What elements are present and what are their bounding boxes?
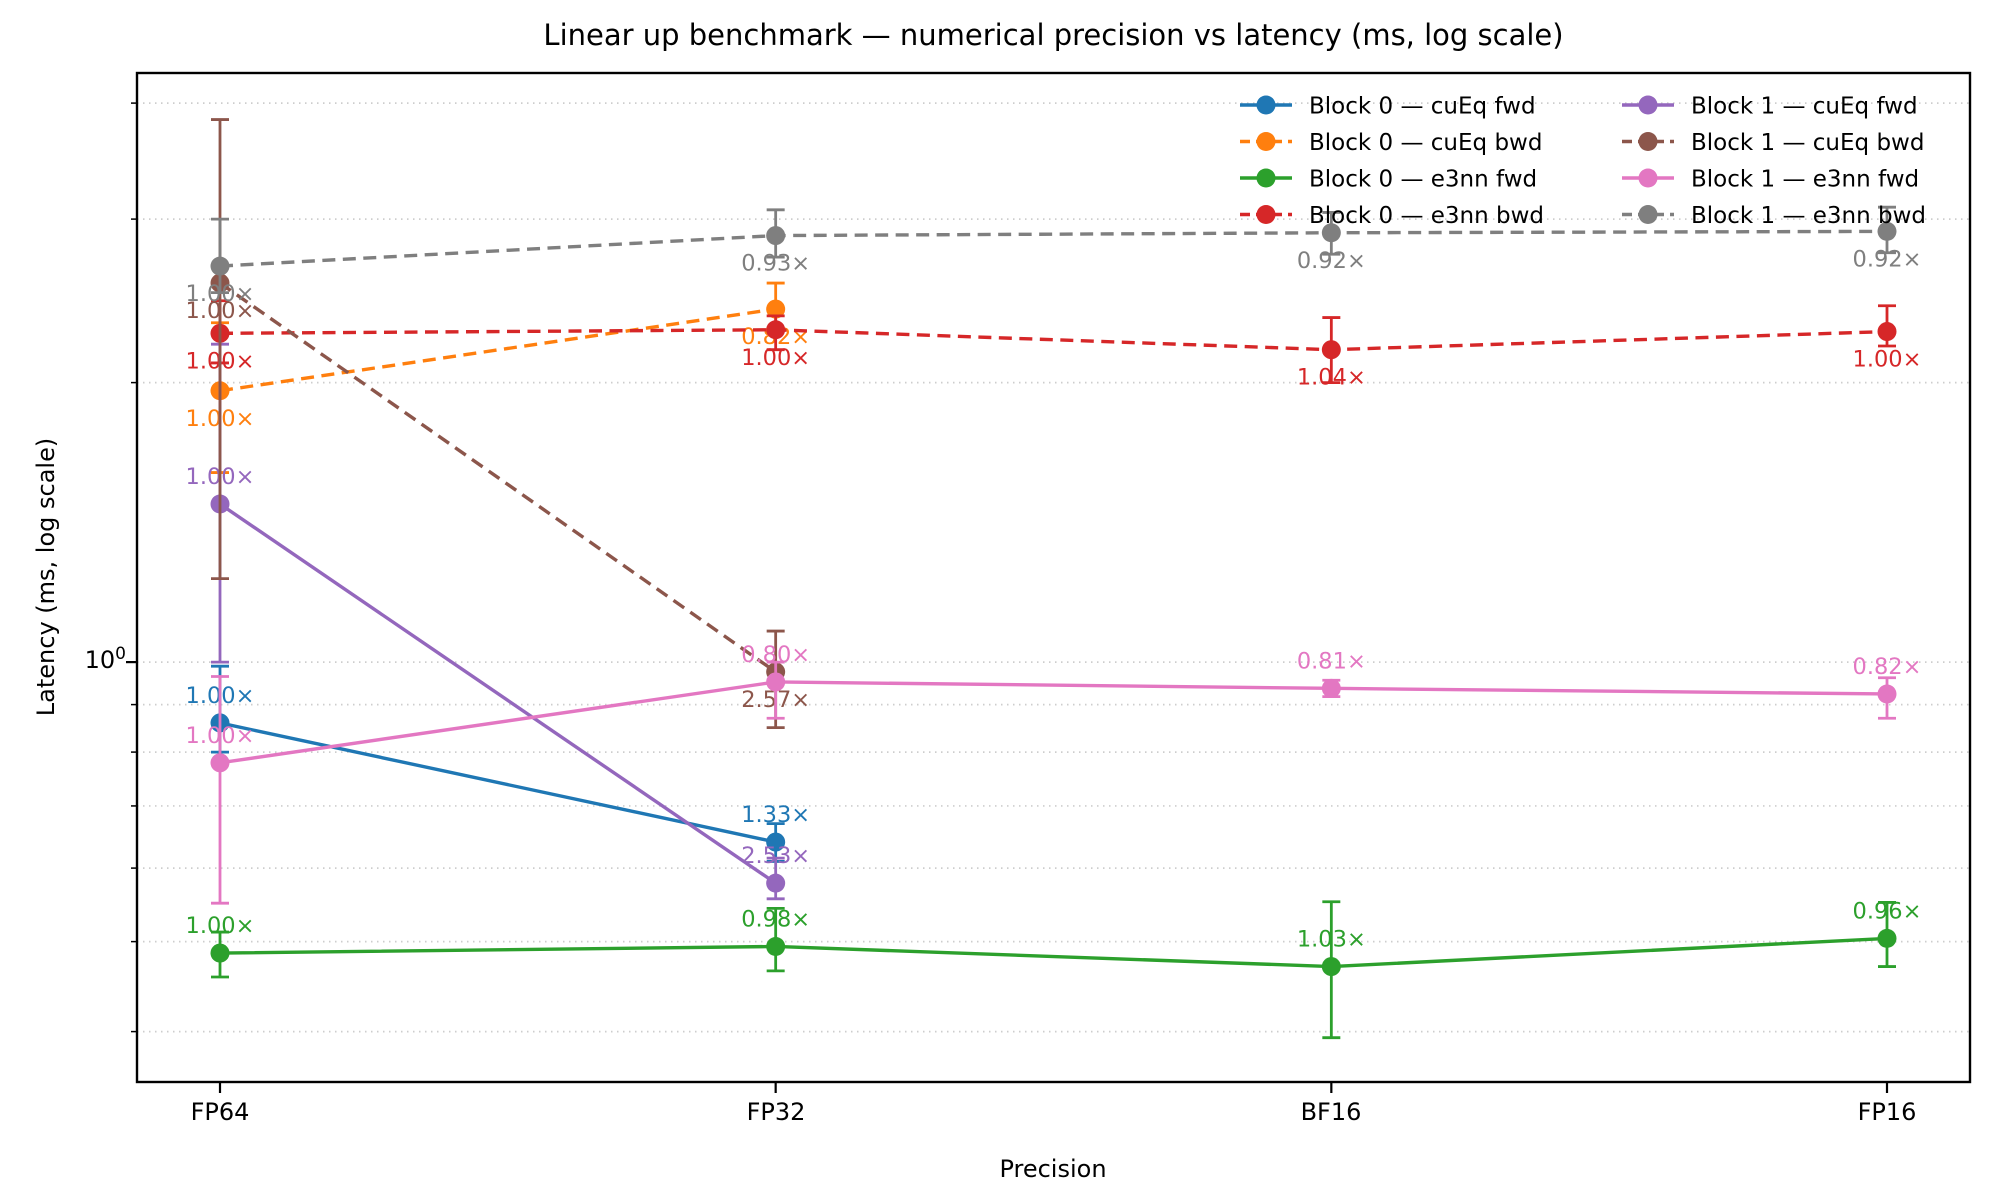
series-line (219, 328, 1888, 352)
series-2: 1.00×0.82× (186, 281, 810, 474)
speedup-label: 1.00× (1853, 347, 1922, 373)
speedup-label: 1.00× (186, 723, 255, 749)
data-point (766, 320, 786, 340)
series-8: 1.00× 0.93× 0.92× 0.92× (186, 205, 1922, 307)
legend-marker (1638, 205, 1658, 224)
speedup-label: 0.93× (741, 251, 810, 277)
legend-item: Block 1 — e3nn bwd (1622, 203, 1926, 229)
x-tick-fp32: FP32 (746, 1098, 806, 1126)
x-tick-fp64: FP64 (190, 1098, 250, 1126)
legend-item: Block 0 — e3nn fwd (1240, 167, 1537, 193)
speedup-label: 0.92× (1853, 246, 1922, 272)
x-axis-label: Precision (999, 1155, 1107, 1183)
speedup-label: 0.92× (1297, 248, 1366, 274)
gridlines (137, 102, 1970, 1033)
speedup-label: 1.00× (186, 298, 255, 324)
speedup-label: 0.96× (1853, 898, 1922, 924)
legend-label: Block 1 — cuEq fwd (1691, 94, 1918, 120)
series-line (219, 281, 777, 674)
data-point (1321, 340, 1341, 360)
legend-label: Block 0 — e3nn fwd (1309, 167, 1537, 193)
y-axis-label: Latency (ms, log scale) (32, 437, 60, 717)
series-4: 1.00× 1.00× 1.04× 1.00× (186, 299, 1922, 391)
legend-marker (1256, 132, 1276, 151)
axes-frame (126, 71, 1972, 1093)
data-point (1877, 322, 1897, 342)
speedup-label: 2.53× (741, 843, 810, 869)
series-line (219, 721, 777, 844)
data-point (766, 832, 786, 852)
y-tick-exponent: 0 (115, 644, 126, 664)
speedup-label: 1.00× (186, 913, 255, 939)
speedup-label: 0.81× (1297, 648, 1366, 674)
series-line (219, 502, 777, 885)
legend-item: Block 1 — cuEq bwd (1622, 130, 1924, 156)
data-point (210, 256, 230, 276)
legend-item: Block 1 — cuEq fwd (1622, 94, 1918, 120)
speedup-label: 1.00× (186, 281, 255, 307)
legend-label: Block 1 — e3nn bwd (1691, 203, 1926, 229)
y-tick-base: 10 (84, 646, 116, 674)
data-point (1321, 223, 1341, 243)
series-line (219, 680, 1888, 765)
x-tick-bf16: BF16 (1300, 1098, 1362, 1126)
data-point (1877, 928, 1897, 948)
series-line (219, 229, 1888, 268)
series-6: 1.00×2.57× (186, 118, 810, 730)
y-tick-label-1: 100 (36, 644, 126, 674)
legend-marker (1256, 95, 1276, 115)
data-point (1877, 221, 1897, 241)
data-point (210, 943, 230, 963)
data-point (766, 873, 786, 893)
legend-label: Block 1 — e3nn fwd (1691, 167, 1919, 193)
speedup-label: 0.82× (1853, 654, 1922, 680)
legend-marker (1638, 168, 1658, 188)
data-point (766, 226, 786, 246)
legend-label: Block 0 — cuEq bwd (1309, 130, 1542, 156)
plot-frame (135, 71, 1972, 1084)
data-point (766, 299, 786, 319)
x-tick-fp16: FP16 (1857, 1098, 1917, 1126)
data-point (1321, 957, 1341, 977)
speedup-label: 1.00× (741, 345, 810, 371)
speedup-label: 1.33× (741, 802, 810, 828)
legend-marker (1256, 205, 1276, 224)
series-7: 1.00× 0.80× 0.81× 0.82× (186, 642, 1922, 905)
data-point (1877, 684, 1897, 704)
legend-label: Block 0 — e3nn bwd (1309, 203, 1544, 229)
data-point (1321, 678, 1341, 698)
legend-marker (1256, 168, 1276, 188)
legend-item: Block 0 — cuEq bwd (1240, 130, 1542, 156)
speedup-label: 0.98× (741, 906, 810, 932)
legend-label: Block 1 — cuEq bwd (1691, 130, 1924, 156)
chart-title: Linear up benchmark — numerical precisio… (543, 18, 1564, 52)
series-line (219, 307, 776, 393)
legend-label: Block 0 — cuEq fwd (1309, 94, 1536, 120)
speedup-label: 1.04× (1297, 365, 1366, 391)
data-point (766, 936, 786, 956)
series-5: 1.00× 2.53× (186, 342, 810, 901)
series-line (219, 936, 1888, 969)
legend-marker (1638, 95, 1658, 115)
legend-item: Block 0 — e3nn bwd (1240, 203, 1544, 229)
legend: Block 0 — cuEq fwd Block 0 — cuEq bwd Bloc… (1240, 94, 1926, 229)
speedup-label: 1.03× (1297, 927, 1366, 953)
legend-marker (1638, 132, 1658, 151)
data-point (766, 672, 786, 692)
speedup-label: 0.80× (741, 642, 810, 668)
series-3: 1.00× 0.98× 1.03× 0.96× (186, 898, 1922, 1040)
data-point (210, 753, 230, 773)
legend-item: Block 0 — cuEq fwd (1240, 94, 1536, 120)
legend-item: Block 1 — e3nn fwd (1622, 167, 1919, 193)
